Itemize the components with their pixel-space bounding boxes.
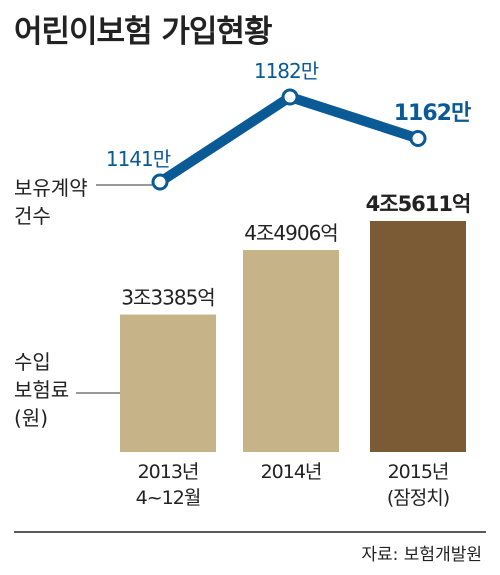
bar-value-label-1: 3조3385억: [121, 286, 214, 310]
contracts-point-1: [151, 173, 169, 191]
bar-2: [243, 250, 339, 452]
category-label-1-line-2: 4~12월: [136, 487, 201, 509]
contracts-label-line-1: 보유계약: [14, 176, 88, 200]
contracts-series-line: [155, 92, 423, 187]
contracts-point-3: [409, 129, 427, 147]
bar-3: [370, 221, 466, 452]
source-note: 자료: 보험개발원: [361, 545, 482, 565]
bar-value-label-3: 4조5611억: [366, 192, 471, 216]
contracts-value-label-3: 1162만: [394, 101, 471, 126]
bar-value-label-2: 4조4906억: [244, 221, 337, 245]
premium-axis-label: 수입 보험료 (원): [14, 348, 69, 432]
contracts-axis-label: 보유계약 건수: [14, 174, 88, 230]
chart-title: 어린이보험 가입현황: [14, 14, 272, 50]
contracts-point-2: [281, 88, 299, 106]
contracts-value-label-1: 1141만: [106, 147, 171, 171]
premium-label-line-1: 수입: [14, 350, 51, 374]
contracts-value-label-2: 1182만: [254, 59, 319, 83]
category-label-3-line-1: 2015년: [388, 461, 449, 483]
category-label-1-line-1: 2013년: [138, 461, 199, 483]
contracts-label-line-2: 건수: [14, 204, 51, 228]
premium-label-line-3: (원): [14, 406, 49, 430]
category-label-3-line-2: (잠정치): [387, 487, 449, 509]
bar-1: [120, 314, 216, 452]
premium-label-line-2: 보험료: [14, 378, 70, 402]
category-label-2-line-1: 2014년: [261, 461, 322, 483]
